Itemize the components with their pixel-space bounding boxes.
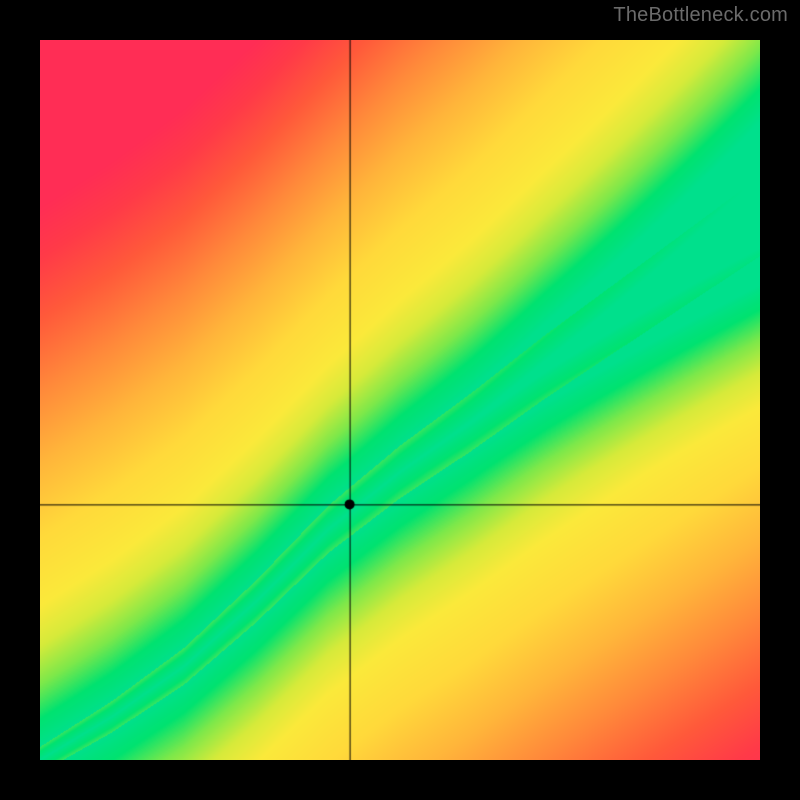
chart-container: TheBottleneck.com: [0, 0, 800, 800]
heatmap-canvas: [40, 40, 760, 760]
watermark-label: TheBottleneck.com: [613, 4, 788, 27]
heatmap-plot: [40, 40, 760, 760]
